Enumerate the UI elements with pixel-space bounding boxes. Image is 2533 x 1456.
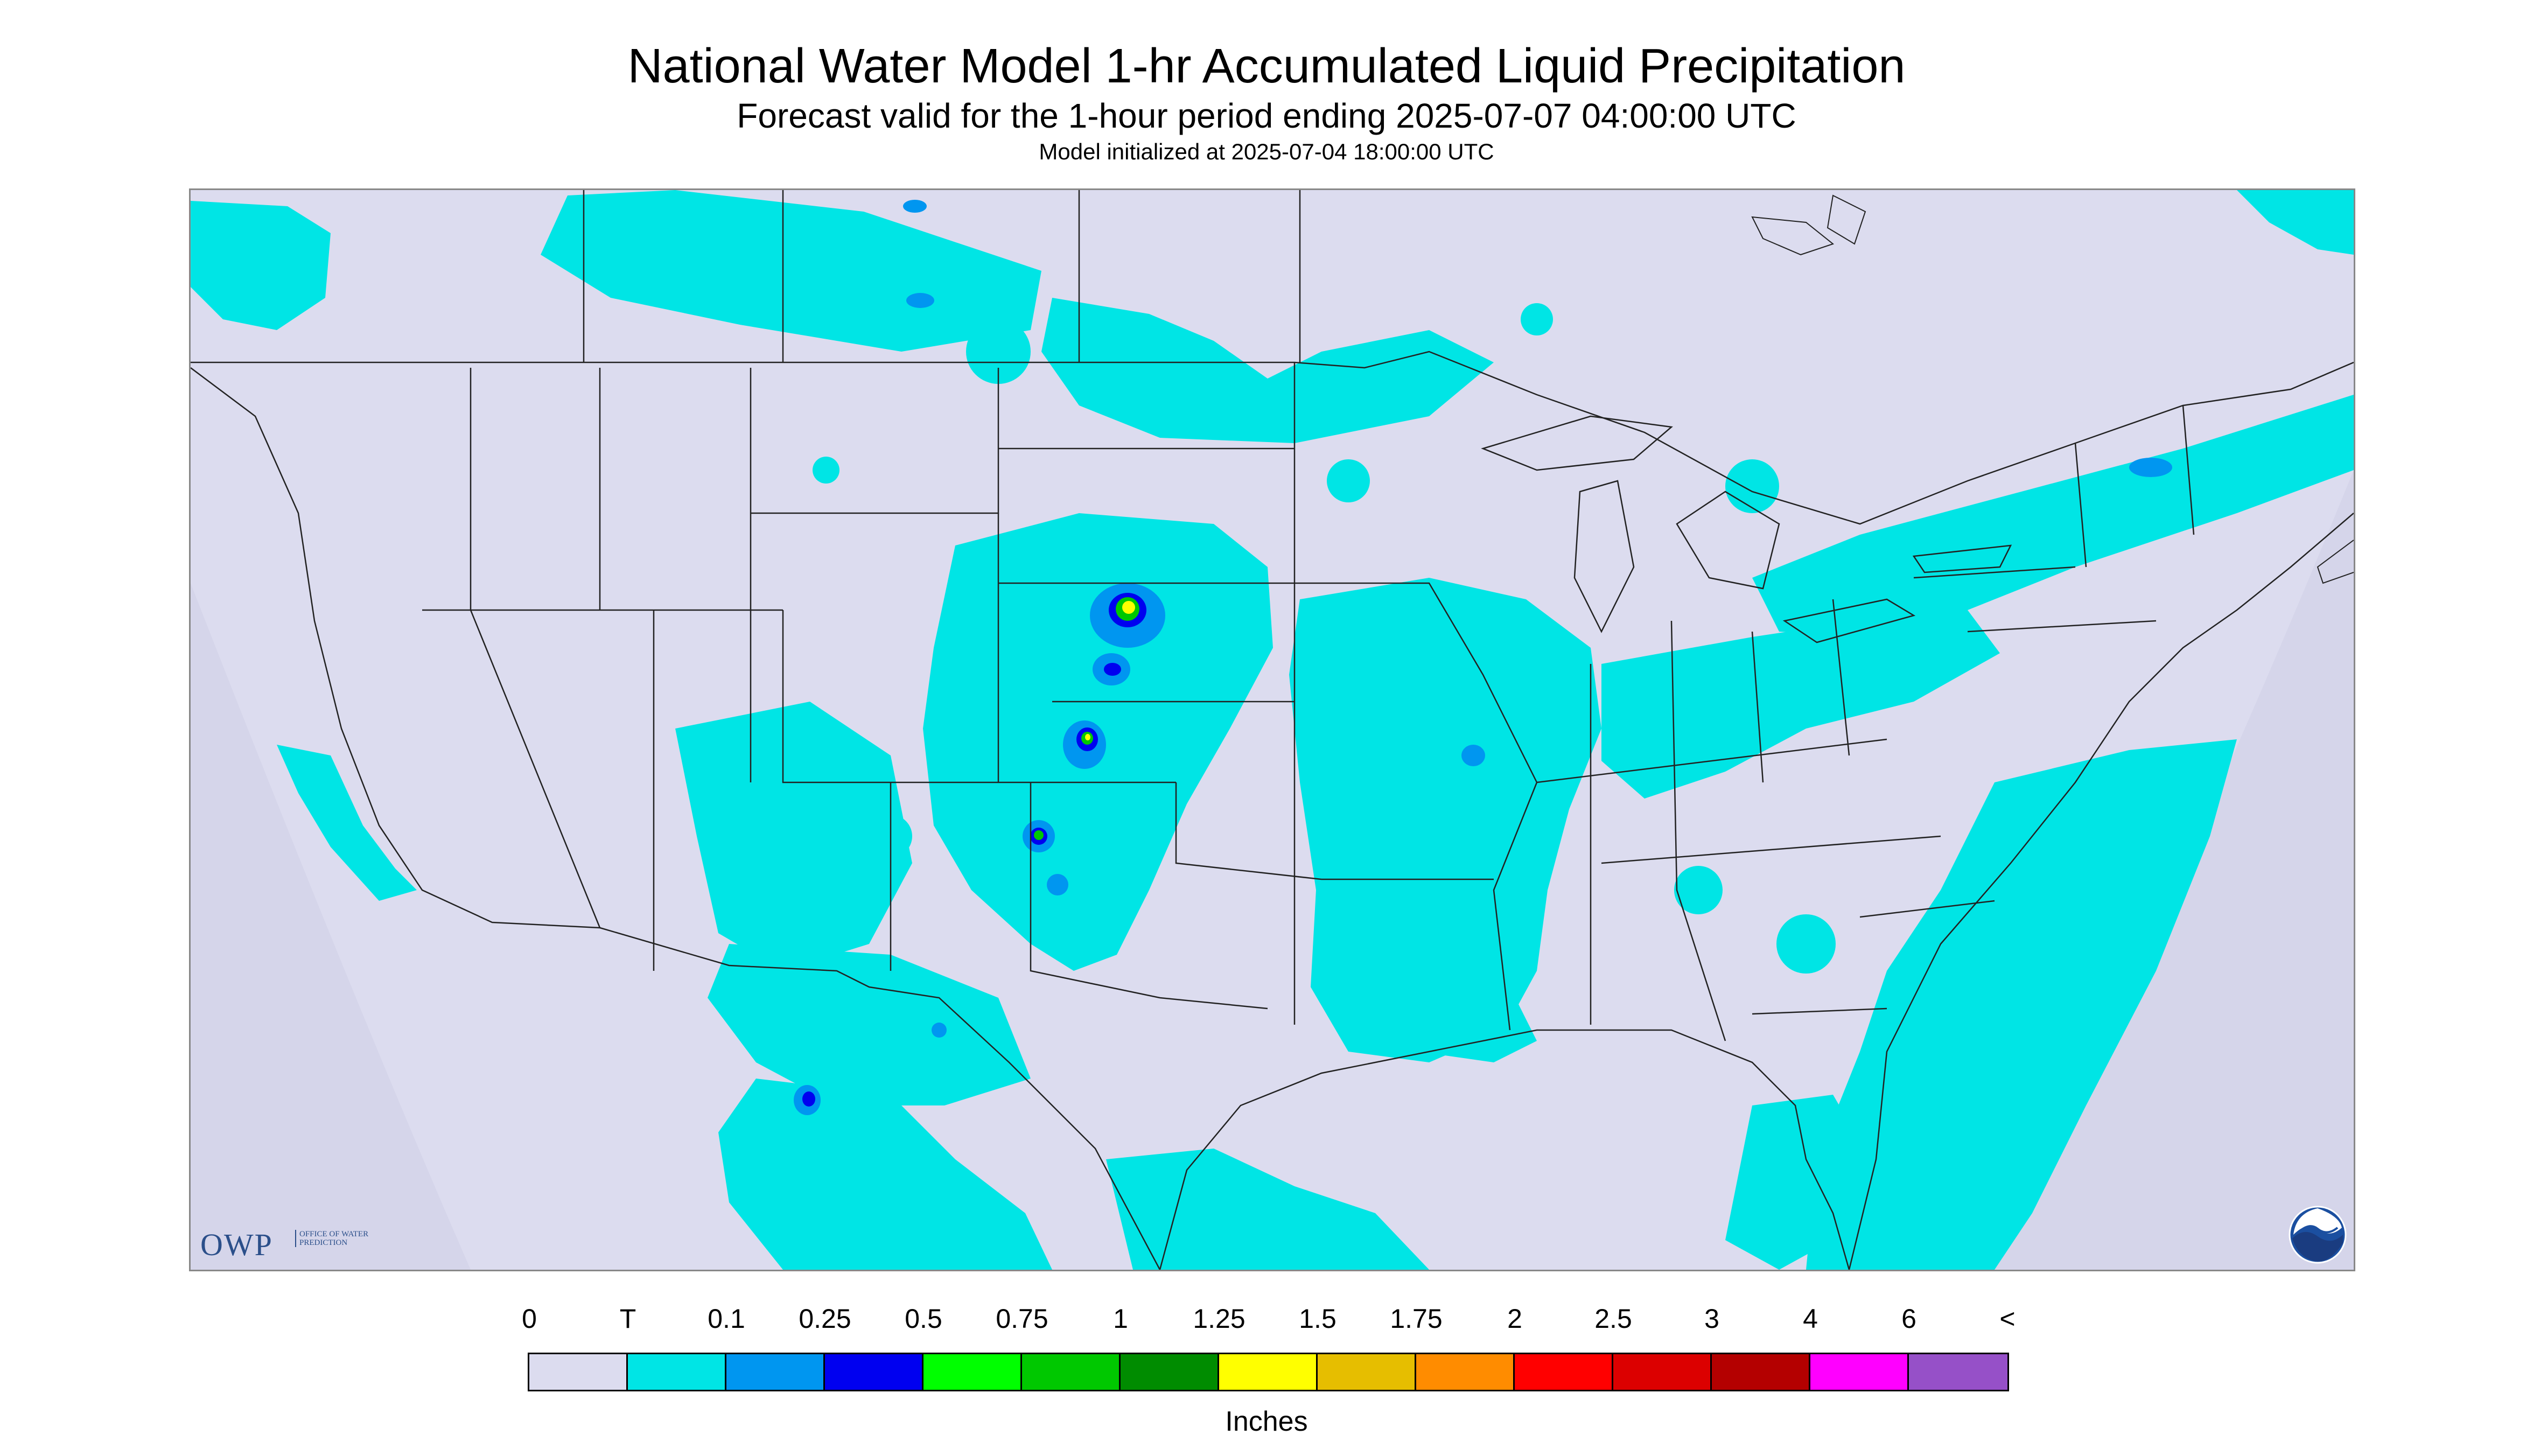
precipitation-map: OWP OFFICE OF WATER PREDICTION	[189, 188, 2355, 1271]
legend-tick-label: 1	[1113, 1304, 1128, 1334]
domain-edge-left	[191, 583, 471, 1270]
owp-logo: OWP OFFICE OF WATER PREDICTION	[200, 1227, 378, 1264]
legend-color-box	[1613, 1354, 1712, 1390]
legend-color-box	[529, 1354, 628, 1390]
legend-tick-label: 0.75	[996, 1304, 1048, 1334]
legend-tick-label: 3	[1704, 1304, 1719, 1334]
legend-color-box	[825, 1354, 923, 1390]
map-title: National Water Model 1-hr Accumulated Li…	[627, 39, 1906, 93]
legend-tick-label: 2	[1507, 1304, 1522, 1334]
owp-logo-text: OWP	[200, 1227, 273, 1262]
domain-edge-right	[1989, 470, 2354, 1270]
legend-tick-label: <	[1999, 1304, 2016, 1334]
boundary-lines	[191, 190, 2354, 1270]
legend-tick-label: 4	[1803, 1304, 1818, 1334]
legend-tick-label: 1.75	[1390, 1304, 1443, 1334]
legend-tick-label: 0.5	[905, 1304, 942, 1334]
precip-trace-areas	[191, 190, 2354, 1270]
legend-tick-label: 1.25	[1193, 1304, 1245, 1334]
legend-color-box	[1416, 1354, 1515, 1390]
precip-heavy-cores	[1034, 597, 1139, 840]
map-canvas	[191, 190, 2354, 1270]
coastal-details	[1751, 194, 2354, 584]
legend-tick-label: 1.5	[1299, 1304, 1337, 1334]
legend-color-box	[1121, 1354, 1219, 1390]
legend-tick-label: 0	[522, 1304, 537, 1334]
precipitation-legend: 0 T 0.1 0.25 0.5 0.75 1 1.25 1.5 1.75 2 2.5 3 4 6 <	[522, 1303, 2016, 1391]
legend-color-box	[1022, 1354, 1121, 1390]
legend-color-box	[1712, 1354, 1810, 1390]
legend-color-box	[1909, 1354, 2007, 1390]
legend-color-box	[1219, 1354, 1318, 1390]
precip-half-inch-areas	[802, 593, 1146, 1107]
legend-tick-label: T	[619, 1304, 636, 1334]
legend-tick-label: 0.1	[708, 1304, 745, 1334]
legend-tick-label: 2.5	[1594, 1304, 1632, 1334]
legend-color-box	[1515, 1354, 1613, 1390]
model-init-text: Model initialized at 2025-07-04 18:00:00…	[1039, 139, 1494, 164]
legend-colorbar	[528, 1353, 2009, 1391]
map-subtitle: Forecast valid for the 1-hour period end…	[737, 96, 1796, 135]
legend-tick-label: 6	[1901, 1304, 1916, 1334]
legend-color-box	[726, 1354, 825, 1390]
legend-units-label: Inches	[1225, 1406, 1308, 1437]
owp-logo-subtext: OFFICE OF WATER PREDICTION	[295, 1230, 380, 1247]
legend-color-box	[1318, 1354, 1416, 1390]
legend-color-box	[628, 1354, 726, 1390]
noaa-logo	[2289, 1206, 2347, 1264]
legend-color-box	[1810, 1354, 1909, 1390]
legend-color-box	[923, 1354, 1022, 1390]
legend-tick-label: 0.25	[799, 1304, 851, 1334]
